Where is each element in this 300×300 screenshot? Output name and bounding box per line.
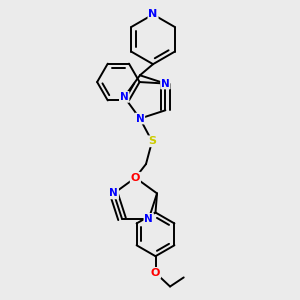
Text: N: N xyxy=(148,9,158,20)
Text: N: N xyxy=(136,114,144,124)
Text: N: N xyxy=(144,214,153,224)
Text: N: N xyxy=(120,92,129,102)
Text: N: N xyxy=(161,79,170,88)
Text: O: O xyxy=(151,268,160,278)
Text: S: S xyxy=(148,136,156,146)
Text: O: O xyxy=(131,173,140,183)
Text: N: N xyxy=(110,188,118,198)
